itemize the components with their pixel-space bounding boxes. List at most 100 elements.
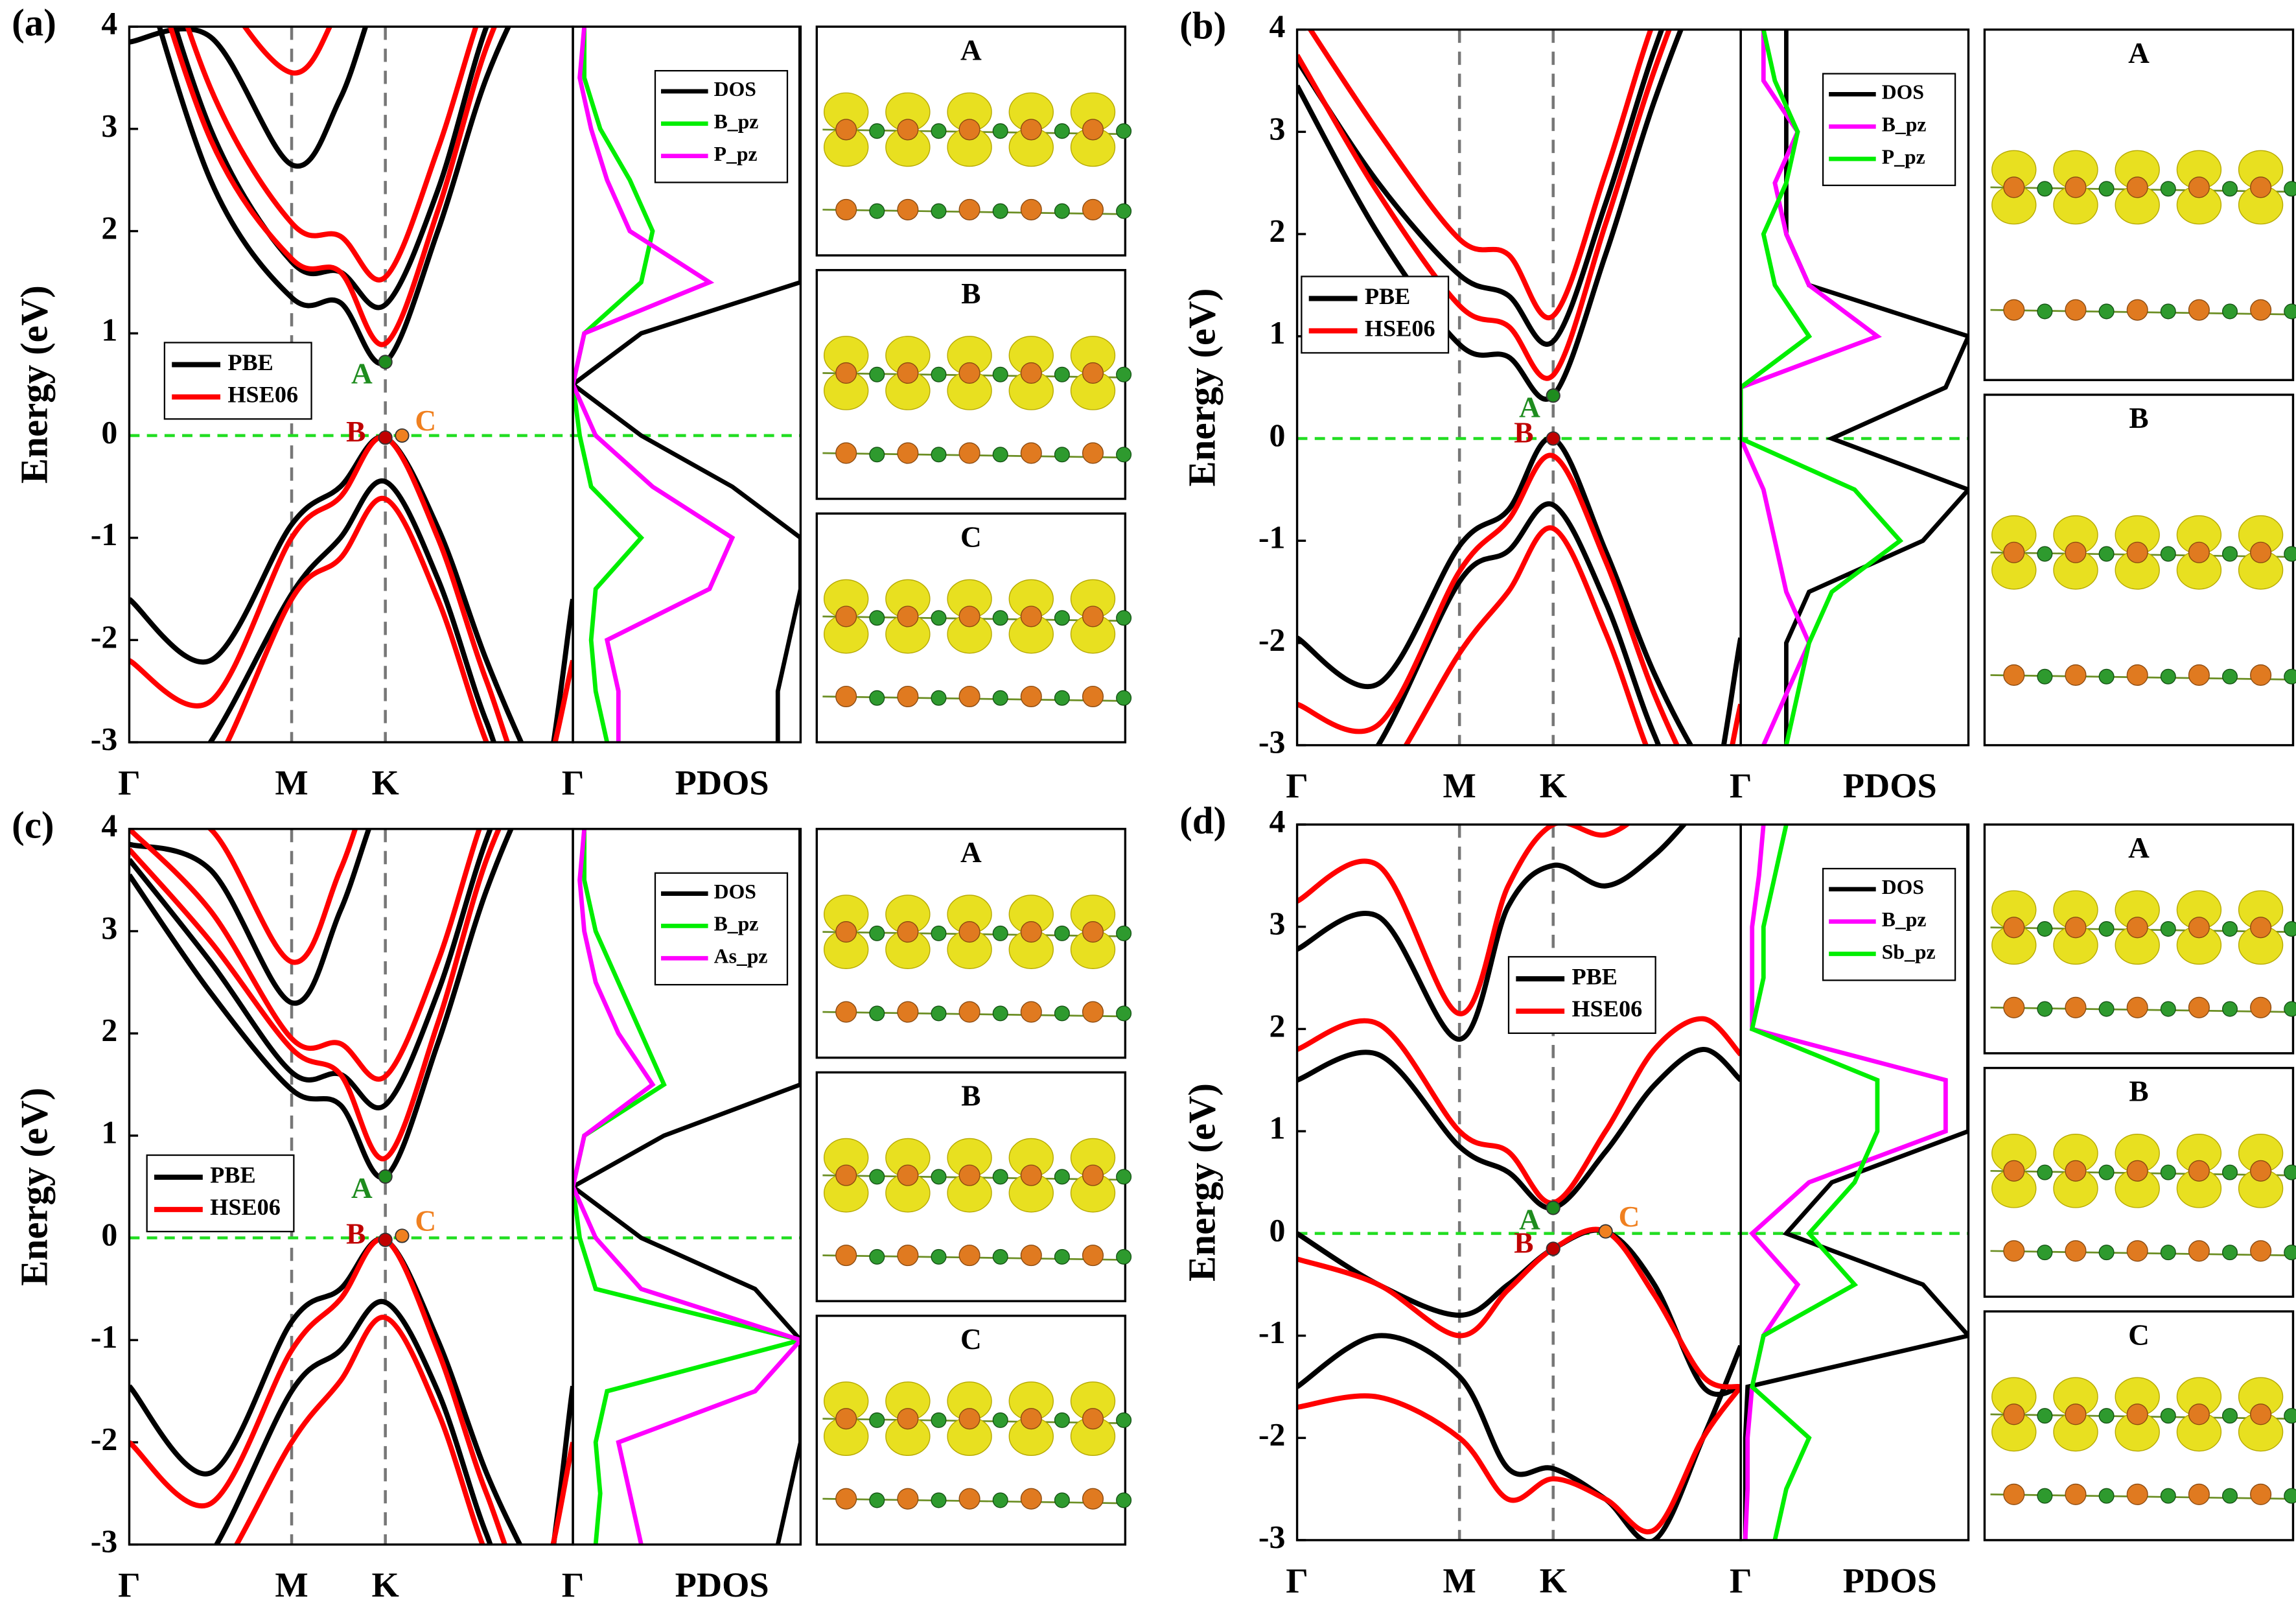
- annotation-point: [395, 1228, 410, 1243]
- pdos: [1741, 29, 1969, 745]
- atom: [2188, 664, 2210, 686]
- atom: [1054, 1492, 1070, 1508]
- y-axis-label: Energy (eV): [12, 1088, 55, 1286]
- band-line: [129, 434, 524, 743]
- atom: [835, 1001, 857, 1023]
- atom: [2126, 1160, 2148, 1182]
- y-tick-label: 1: [101, 312, 117, 348]
- atom: [2160, 546, 2176, 562]
- atom: [897, 921, 919, 943]
- atom: [2065, 1483, 2087, 1505]
- pdos-line: [573, 828, 801, 1545]
- annotation-label: A: [1519, 1203, 1540, 1236]
- atom: [897, 1488, 919, 1510]
- atom: [2126, 1240, 2148, 1262]
- panel-label: (b): [1179, 4, 1226, 47]
- pdos-line: [1784, 29, 1969, 745]
- atom: [931, 1492, 947, 1508]
- atom: [835, 442, 857, 464]
- atom: [1082, 1488, 1104, 1510]
- atom: [1054, 925, 1070, 941]
- y-tick-label: 0: [1270, 1212, 1286, 1248]
- atom: [2003, 917, 2025, 939]
- legend: PBE HSE06: [1301, 275, 1450, 354]
- x-tick-label: Γ: [1730, 1561, 1752, 1600]
- atom: [2160, 1408, 2176, 1424]
- annotation-label: C: [1619, 1201, 1640, 1233]
- legend-label: B_pz: [714, 110, 759, 133]
- atom: [897, 1408, 919, 1430]
- atom: [1116, 690, 1132, 706]
- legend-label: DOS: [714, 880, 756, 903]
- inset: A: [815, 828, 1132, 1059]
- band-line: [1297, 1046, 1741, 1211]
- band-line: [1307, 29, 1654, 321]
- legend-label: PBE: [227, 349, 273, 375]
- x-tick-label: K: [1540, 766, 1567, 805]
- band-line: [167, 27, 498, 347]
- atom: [835, 605, 857, 627]
- atom: [2126, 917, 2148, 939]
- x-tick-label: M: [275, 764, 308, 802]
- atom: [1082, 605, 1104, 627]
- inset: B: [1983, 1066, 2296, 1298]
- atom: [1082, 1001, 1104, 1023]
- atom: [931, 1412, 947, 1428]
- atom: [2126, 664, 2148, 686]
- legend-label: HSE06: [1571, 996, 1642, 1022]
- atom: [1116, 1492, 1132, 1508]
- inset: A: [1983, 823, 2296, 1055]
- legend-label: B_pz: [1882, 113, 1927, 136]
- y-tick-label: -2: [1258, 1417, 1286, 1453]
- atom: [2065, 1403, 2087, 1425]
- y-tick-label: -2: [1258, 622, 1286, 657]
- atom: [869, 925, 885, 941]
- x-tick-label: K: [1540, 1561, 1567, 1600]
- atom: [992, 123, 1008, 139]
- pdos-line: [1741, 29, 1882, 745]
- atom: [958, 1001, 980, 1023]
- atom: [1020, 685, 1042, 708]
- atom: [2284, 181, 2296, 197]
- atom: [2160, 1164, 2176, 1180]
- panel: (d) Energy (eV) -3 -2 -1 0 1 2 3 4 Γ M K Γ PDOS PBE HSE0…: [1179, 799, 2296, 1600]
- atom: [1082, 1164, 1104, 1186]
- atom: [931, 123, 947, 139]
- annotation-label: A: [351, 357, 373, 390]
- band-line: [1297, 29, 1672, 381]
- pdos: [1743, 825, 1969, 1540]
- atom: [2188, 299, 2210, 321]
- atom: [2250, 996, 2272, 1018]
- x-tick-label: M: [1443, 766, 1476, 805]
- band-line: [1297, 825, 1631, 1016]
- band-line: [1297, 825, 1687, 1042]
- atom: [869, 366, 885, 382]
- annotation-point: [1546, 431, 1560, 446]
- atom: [2250, 1483, 2272, 1505]
- atom: [869, 1005, 885, 1022]
- atom: [1020, 605, 1042, 627]
- atom: [2250, 1240, 2272, 1262]
- y-tick-label: 1: [1270, 1110, 1286, 1146]
- legend-label: As_pz: [714, 945, 768, 968]
- inset: B: [815, 1071, 1132, 1302]
- legend-label: P_pz: [1882, 145, 1925, 168]
- atom: [2250, 299, 2272, 321]
- atom: [1020, 921, 1042, 943]
- band-line: [207, 478, 574, 743]
- x-tick-label: K: [371, 1565, 399, 1604]
- band-frame: [1295, 28, 1742, 747]
- panel-label: (d): [1179, 799, 1226, 842]
- inset-label: A: [2128, 37, 2150, 69]
- legend-label: PBE: [210, 1162, 255, 1188]
- atom: [1054, 366, 1070, 382]
- atom: [2126, 996, 2148, 1018]
- atom: [1082, 198, 1104, 220]
- atom: [2221, 1408, 2238, 1424]
- y-axis-label: Energy (eV): [12, 285, 55, 484]
- atom: [2037, 668, 2053, 685]
- inset-label: C: [2128, 1318, 2150, 1351]
- y-tick-label: 1: [101, 1114, 117, 1150]
- atom: [2098, 303, 2115, 320]
- pdos-line: [573, 27, 736, 743]
